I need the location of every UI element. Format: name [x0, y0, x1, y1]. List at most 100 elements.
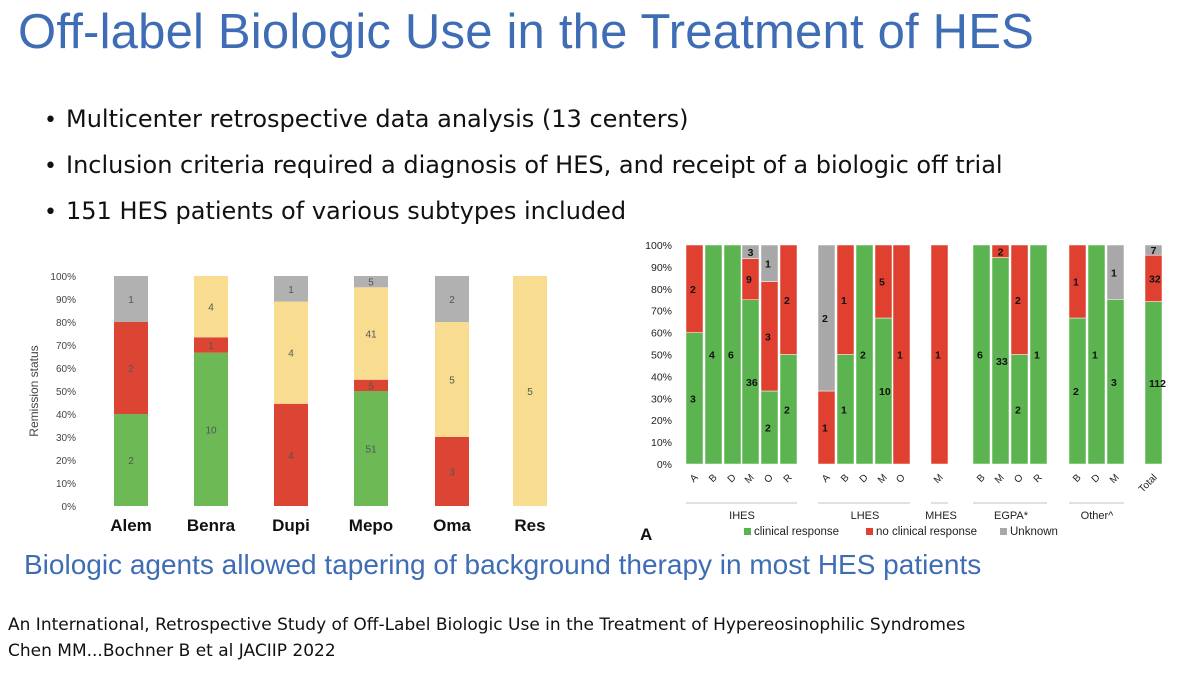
bar-label: B — [839, 472, 852, 485]
y-tick-label: 80% — [56, 318, 76, 329]
data-label: 6 — [728, 350, 734, 362]
data-label: 5 — [368, 278, 374, 289]
bar-label: B — [1071, 472, 1084, 485]
bullet-dot-icon: • — [44, 154, 57, 179]
bullet-text: Inclusion criteria required a diagnosis … — [66, 151, 1003, 179]
data-label: 10 — [205, 425, 217, 436]
y-tick-label: 30% — [56, 433, 76, 444]
bar-segment — [194, 337, 228, 353]
y-tick-label: 60% — [651, 328, 672, 340]
data-label: 2 — [1073, 386, 1079, 398]
citation-line-2: Chen MM...Bochner B et al JACIIP 2022 — [8, 641, 336, 661]
bar-segment — [194, 352, 228, 506]
bar-segment — [1087, 244, 1106, 465]
data-label: 2 — [998, 246, 1004, 258]
data-label: 4 — [288, 349, 294, 360]
bar-segment — [435, 437, 469, 506]
bar-segment — [930, 244, 949, 465]
bar-segment — [685, 244, 704, 333]
citation: An International, Retrospective Study of… — [8, 612, 965, 664]
bar-segment — [741, 244, 760, 259]
data-label: 112 — [1149, 378, 1166, 390]
y-tick-label: 40% — [56, 410, 76, 421]
data-label: 1 — [208, 341, 214, 352]
data-label: 1 — [841, 404, 847, 416]
bullet-item: • Inclusion criteria required a diagnosis… — [44, 142, 1003, 188]
bar-segment — [114, 322, 148, 414]
bar-label: D — [858, 472, 871, 485]
data-label: 2 — [784, 404, 790, 416]
bullet-list: • Multicenter retrospective data analysis… — [44, 96, 1003, 234]
data-label: 10 — [879, 386, 891, 398]
bar-segment — [972, 244, 991, 465]
bar-label: R — [1032, 472, 1045, 485]
y-tick-label: 50% — [651, 350, 672, 362]
data-label: 1 — [1092, 350, 1098, 362]
legend-swatch — [866, 528, 873, 535]
data-label: 2 — [128, 364, 134, 375]
data-label: 5 — [879, 277, 885, 289]
data-label: 9 — [746, 274, 752, 286]
data-label: 4 — [288, 451, 294, 462]
legend-swatch — [744, 528, 751, 535]
bar-label: O — [894, 472, 907, 485]
y-tick-label: 30% — [651, 393, 672, 405]
category-label: Benra — [187, 516, 236, 535]
bar-segment — [836, 244, 855, 355]
y-tick-label: 10% — [651, 437, 672, 449]
data-label: 2 — [822, 313, 828, 325]
bar-segment — [892, 244, 911, 465]
data-label: 2 — [1015, 295, 1021, 307]
bar-segment — [1068, 244, 1087, 319]
legend-label: clinical response — [754, 526, 839, 538]
bullet-text: 151 HES patients of various subtypes inc… — [66, 197, 627, 225]
bullet-dot-icon: • — [44, 108, 57, 133]
data-label: 1 — [822, 423, 828, 435]
y-tick-label: 60% — [56, 364, 76, 375]
data-label: 2 — [690, 284, 696, 296]
bar-label: A — [820, 472, 833, 485]
bar-label: M — [993, 472, 1007, 486]
data-label: 1 — [1073, 277, 1079, 289]
bar-segment — [274, 403, 308, 506]
y-tick-label: 90% — [651, 262, 672, 274]
legend-label: no clinical response — [876, 526, 977, 538]
legend-swatch — [1000, 528, 1007, 535]
conclusion-text: Biologic agents allowed tapering of back… — [24, 549, 982, 580]
data-label: 5 — [449, 376, 455, 387]
bar-segment — [194, 276, 228, 338]
data-label: 4 — [709, 350, 715, 362]
bar-label: R — [782, 472, 795, 485]
slide-title: Off-label Biologic Use in the Treatment … — [18, 5, 1034, 59]
data-label: 32 — [1149, 273, 1161, 285]
bar-label: M — [743, 472, 757, 486]
bar-segment — [1144, 244, 1163, 256]
data-label: 3 — [690, 393, 696, 405]
bar-segment — [435, 276, 469, 322]
bar-label: D — [1090, 472, 1103, 485]
data-label: 1 — [288, 285, 294, 296]
bar-segment — [723, 244, 742, 465]
data-label: 3 — [449, 468, 455, 479]
bar-segment — [991, 244, 1010, 258]
bar-segment — [1106, 244, 1125, 300]
data-label: 2 — [1015, 404, 1021, 416]
y-tick-label: 0% — [62, 502, 77, 513]
data-label: 1 — [841, 295, 847, 307]
data-label: 1 — [128, 295, 134, 306]
bar-label: B — [707, 472, 720, 485]
bar-segment — [354, 287, 388, 380]
data-label: 2 — [860, 350, 866, 362]
data-label: 6 — [977, 350, 983, 362]
bar-label: O — [762, 472, 775, 485]
data-label: 4 — [208, 303, 214, 314]
data-label: 33 — [996, 356, 1008, 368]
bar-segment — [874, 244, 893, 319]
bar-label: M — [932, 472, 946, 486]
group-label: Other^ — [1081, 510, 1115, 522]
data-label: 3 — [765, 331, 771, 343]
data-label: 2 — [765, 423, 771, 435]
bullet-item: • 151 HES patients of various subtypes in… — [44, 188, 1003, 234]
data-label: 1 — [935, 350, 941, 362]
